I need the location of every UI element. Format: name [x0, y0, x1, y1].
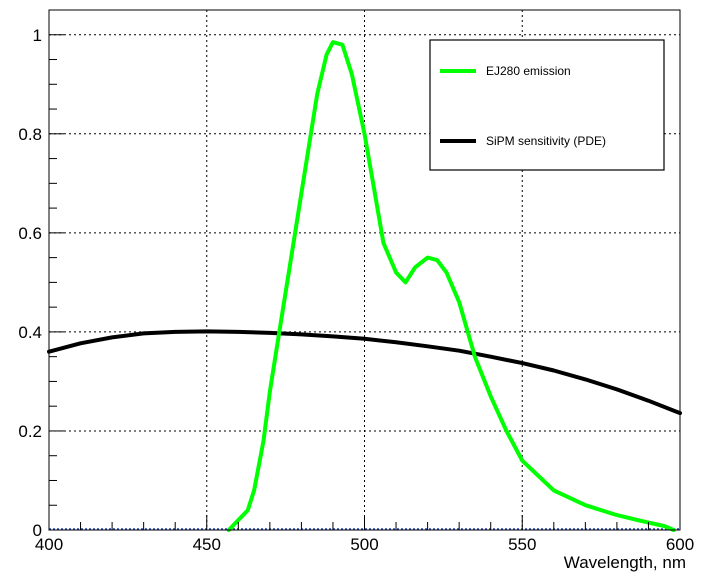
x-tick-label: 600 — [666, 535, 694, 554]
y-tick-label: 0.2 — [18, 422, 42, 441]
legend-label-emission: EJ280 emission — [486, 64, 571, 78]
series-layer — [47, 40, 682, 532]
legend-label-sipm: SiPM sensitivity (PDE) — [486, 134, 606, 148]
series-line-emission — [226, 40, 676, 532]
x-tick-label: 400 — [35, 535, 63, 554]
y-tick-label: 0 — [33, 521, 42, 540]
x-tick-label: 450 — [193, 535, 221, 554]
x-tick-label: 500 — [350, 535, 378, 554]
y-tick-label: 0.8 — [18, 125, 42, 144]
y-tick-label: 0.4 — [18, 323, 42, 342]
legend: EJ280 emission SiPM sensitivity (PDE) — [429, 39, 665, 171]
series-line-sipm — [47, 329, 682, 416]
legend-box — [429, 39, 665, 171]
axis-ticks — [48, 34, 681, 531]
x-axis-title: Wavelength, nm — [564, 553, 686, 572]
x-tick-label: 550 — [508, 535, 536, 554]
tick-labels: 400 450 500 550 600 0 0.2 0.4 0.6 0.8 1 — [18, 26, 694, 554]
y-tick-label: 1 — [33, 26, 42, 45]
y-tick-label: 0.6 — [18, 224, 42, 243]
